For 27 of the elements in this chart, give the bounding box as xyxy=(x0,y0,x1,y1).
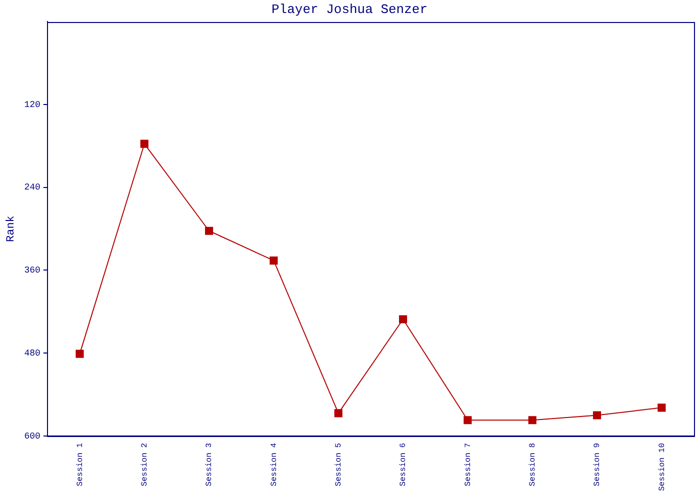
point xyxy=(658,404,666,412)
x-tick-label: Session 9 xyxy=(593,442,602,486)
point xyxy=(592,411,602,420)
chart-title: Player Joshua Senzer xyxy=(271,2,428,18)
x-tick-label: Session 1 xyxy=(76,442,85,486)
y-tick-label: 480 xyxy=(24,348,40,359)
point xyxy=(140,140,148,148)
y-tick-label: 240 xyxy=(24,182,40,193)
x-tick-label: Session 4 xyxy=(270,442,279,486)
point xyxy=(205,226,214,235)
x-tick-label: Session 6 xyxy=(399,442,408,486)
x-tick-label: Session 2 xyxy=(140,442,150,486)
point xyxy=(398,315,408,324)
y-tick-label: 360 xyxy=(24,266,40,276)
point xyxy=(76,350,84,358)
x-tick-label: Session 10 xyxy=(658,442,667,492)
y-tick-label: 600 xyxy=(24,431,40,442)
x-tick-label: Session 3 xyxy=(205,442,214,486)
point xyxy=(334,409,342,418)
point xyxy=(270,256,278,265)
x-tick-label: Session 5 xyxy=(334,442,344,486)
x-tick-label: Session 7 xyxy=(464,442,473,486)
point xyxy=(528,416,536,424)
x-tick-label: Session 8 xyxy=(528,442,538,486)
y-tick-label: 120 xyxy=(24,100,40,110)
point xyxy=(464,416,472,424)
y-axis-title: Rank xyxy=(6,215,18,242)
